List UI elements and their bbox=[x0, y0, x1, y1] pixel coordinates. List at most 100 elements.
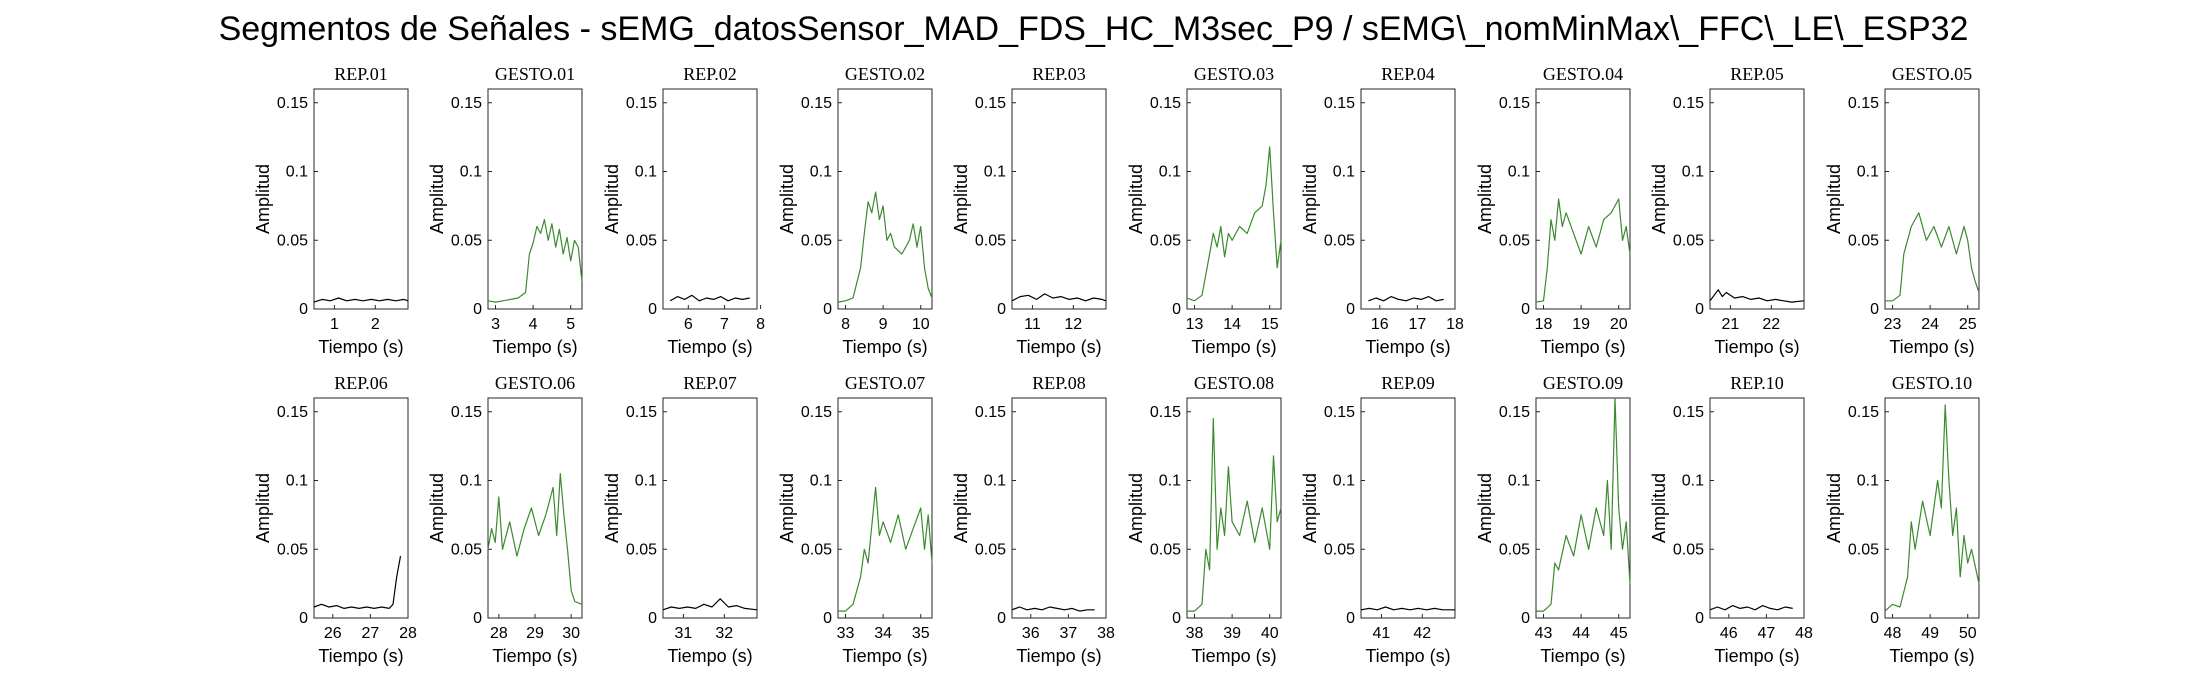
x-tick-label: 33 bbox=[837, 625, 855, 642]
subplot-17: 0 0.05 0.1 0.15 41 42 REP.09 Tiempo (s) Amplitud bbox=[1300, 373, 1456, 666]
y-tick-label: 0 bbox=[997, 610, 1006, 627]
signal-line bbox=[1187, 418, 1282, 612]
subplot-8: 0 0.05 0.1 0.15 18 19 20 GESTO.04 Tiempo (s) Ampl… bbox=[1475, 64, 1631, 357]
signal-line bbox=[838, 486, 933, 612]
signal-line bbox=[487, 219, 583, 303]
x-tick-label: 29 bbox=[526, 625, 544, 642]
y-tick-label: 0 bbox=[473, 301, 482, 318]
x-tick-label: 34 bbox=[874, 625, 892, 642]
plot-frame bbox=[837, 88, 933, 310]
signal-line bbox=[313, 297, 409, 303]
y-tick-label: 0.05 bbox=[1150, 541, 1181, 558]
plot-frame bbox=[1884, 88, 1980, 310]
x-axis-label: Tiempo (s) bbox=[1540, 337, 1625, 357]
plot-frame bbox=[837, 397, 933, 619]
x-tick-label: 38 bbox=[1097, 625, 1115, 642]
y-axis-label: Amplitud bbox=[1649, 473, 1669, 543]
x-tick-label: 1 bbox=[330, 316, 339, 333]
y-tick-label: 0.1 bbox=[1857, 164, 1879, 181]
y-tick-label: 0.05 bbox=[1324, 232, 1355, 249]
x-tick-label: 18 bbox=[1535, 316, 1553, 333]
signal-line bbox=[1709, 604, 1793, 611]
x-tick-label: 10 bbox=[912, 316, 930, 333]
y-axis-label: Amplitud bbox=[1300, 164, 1320, 234]
x-tick-label: 20 bbox=[1610, 316, 1628, 333]
y-tick-label: 0.05 bbox=[1150, 232, 1181, 249]
subplot-title: GESTO.06 bbox=[495, 373, 575, 393]
y-tick-label: 0 bbox=[1521, 301, 1530, 318]
plot-frame bbox=[1535, 88, 1631, 310]
y-tick-label: 0.05 bbox=[1848, 541, 1879, 558]
x-tick-label: 12 bbox=[1064, 316, 1082, 333]
y-tick-label: 0.15 bbox=[277, 404, 308, 421]
subplot-16: 0 0.05 0.1 0.15 38 39 40 GESTO.08 Tiempo (s) Ampl… bbox=[1126, 373, 1282, 666]
subplot-6: 0 0.05 0.1 0.15 13 14 15 GESTO.03 Tiempo (s) Ampl… bbox=[1126, 64, 1282, 357]
x-tick-label: 38 bbox=[1186, 625, 1204, 642]
y-tick-label: 0.05 bbox=[1848, 232, 1879, 249]
plot-frame bbox=[662, 88, 758, 310]
y-tick-label: 0.15 bbox=[1150, 404, 1181, 421]
subplot-20: 0 0.05 0.1 0.15 48 49 50 GESTO.10 Tiempo (s) Ampl… bbox=[1824, 373, 1980, 666]
subplot-1: 0 0.05 0.1 0.15 1 2 REP.01 Tiempo (s) Amplitud bbox=[253, 64, 409, 357]
y-tick-label: 0.05 bbox=[975, 541, 1006, 558]
y-tick-label: 0.1 bbox=[286, 164, 308, 181]
x-axis-label: Tiempo (s) bbox=[1540, 646, 1625, 666]
y-axis-label: Amplitud bbox=[427, 164, 447, 234]
y-axis-label: Amplitud bbox=[1824, 164, 1844, 234]
y-tick-label: 0.15 bbox=[277, 95, 308, 112]
plot-frame bbox=[1011, 397, 1107, 619]
subplot-title: REP.06 bbox=[334, 373, 388, 393]
x-axis-label: Tiempo (s) bbox=[842, 646, 927, 666]
y-axis-label: Amplitud bbox=[253, 473, 273, 543]
y-tick-label: 0 bbox=[823, 301, 832, 318]
x-tick-label: 48 bbox=[1795, 625, 1813, 642]
x-tick-label: 30 bbox=[562, 625, 580, 642]
y-axis-label: Amplitud bbox=[1475, 164, 1495, 234]
y-tick-label: 0.1 bbox=[635, 164, 657, 181]
signal-line bbox=[1535, 198, 1631, 303]
subplot-title: GESTO.10 bbox=[1892, 373, 1972, 393]
subplot-15: 0 0.05 0.1 0.15 36 37 38 REP.08 Tiempo (s) Amplit… bbox=[951, 373, 1115, 666]
signal-line bbox=[313, 555, 402, 610]
x-tick-label: 48 bbox=[1884, 625, 1902, 642]
y-tick-label: 0 bbox=[1870, 301, 1879, 318]
x-tick-label: 19 bbox=[1572, 316, 1590, 333]
x-tick-label: 18 bbox=[1446, 316, 1464, 333]
x-tick-label: 36 bbox=[1022, 625, 1040, 642]
y-tick-label: 0.1 bbox=[460, 164, 482, 181]
y-tick-label: 0.1 bbox=[1682, 473, 1704, 490]
y-tick-label: 0.05 bbox=[1673, 232, 1704, 249]
y-tick-label: 0.15 bbox=[451, 404, 482, 421]
x-tick-label: 37 bbox=[1060, 625, 1078, 642]
y-tick-label: 0.1 bbox=[460, 473, 482, 490]
subplot-title: REP.07 bbox=[683, 373, 737, 393]
y-tick-label: 0.1 bbox=[1682, 164, 1704, 181]
x-tick-label: 22 bbox=[1762, 316, 1780, 333]
y-axis-label: Amplitud bbox=[1126, 164, 1146, 234]
x-tick-label: 9 bbox=[879, 316, 888, 333]
subplot-title: GESTO.08 bbox=[1194, 373, 1274, 393]
y-tick-label: 0.1 bbox=[810, 473, 832, 490]
y-tick-label: 0.1 bbox=[1857, 473, 1879, 490]
x-axis-label: Tiempo (s) bbox=[492, 646, 577, 666]
y-tick-label: 0.1 bbox=[1159, 473, 1181, 490]
subplot-7: 0 0.05 0.1 0.15 16 17 18 REP.04 Tiempo (s) Amplit… bbox=[1300, 64, 1464, 357]
x-axis-label: Tiempo (s) bbox=[1191, 337, 1276, 357]
subplot-9: 0 0.05 0.1 0.15 21 22 REP.05 Tiempo (s) Amplitud bbox=[1649, 64, 1805, 357]
subplot-title: GESTO.03 bbox=[1194, 64, 1274, 84]
y-tick-label: 0.1 bbox=[635, 473, 657, 490]
x-tick-label: 28 bbox=[490, 625, 508, 642]
subplot-3: 0 0.05 0.1 0.15 6 7 8 REP.02 Tiempo (s) Amplitud bbox=[602, 64, 765, 357]
y-tick-label: 0.15 bbox=[1673, 95, 1704, 112]
y-tick-label: 0 bbox=[299, 301, 308, 318]
signal-line bbox=[1011, 606, 1095, 612]
subplot-title: GESTO.05 bbox=[1892, 64, 1972, 84]
x-tick-label: 27 bbox=[362, 625, 380, 642]
y-tick-label: 0.15 bbox=[801, 95, 832, 112]
x-tick-label: 7 bbox=[720, 316, 729, 333]
y-axis-label: Amplitud bbox=[777, 473, 797, 543]
y-tick-label: 0.15 bbox=[1673, 404, 1704, 421]
x-tick-label: 21 bbox=[1722, 316, 1740, 333]
x-tick-label: 50 bbox=[1959, 625, 1977, 642]
x-tick-label: 3 bbox=[491, 316, 500, 333]
